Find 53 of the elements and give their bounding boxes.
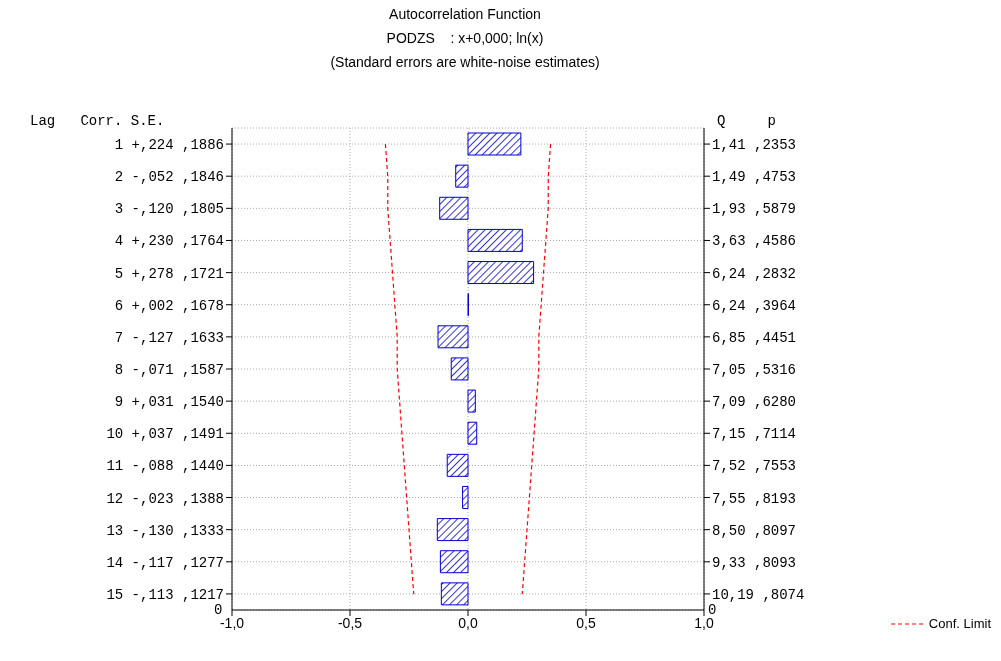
bar <box>440 582 469 606</box>
y2-tick-label: 9,33 ,8093 <box>712 554 797 571</box>
y2-tick-label: 6,24 ,3964 <box>712 297 797 314</box>
bar <box>467 389 476 413</box>
y-tick-label: 8 -,071 ,1587 <box>114 361 224 378</box>
y-tick-label: 13 -,130 ,1333 <box>106 522 224 539</box>
y-tick-label: 9 +,031 ,1540 <box>114 394 224 411</box>
bar <box>467 421 478 445</box>
y2-tick-label: 7,52 ,7553 <box>712 458 797 475</box>
y2-tick-label: 7,05 ,5316 <box>712 361 797 378</box>
y2-tick-label: 7,09 ,6280 <box>712 394 797 411</box>
y2-tick-label: 6,85 ,4451 <box>712 329 797 346</box>
y-tick-label: 10 +,037 ,1491 <box>106 426 224 443</box>
y-tick-label: 5 +,278 ,1721 <box>114 265 224 282</box>
chart-title: Autocorrelation Function <box>388 6 542 22</box>
y2-tick-label: 8,50 ,8097 <box>712 522 797 539</box>
x-tick-label: -0,5 <box>337 614 363 631</box>
chart-subtitle: PODZS : x+0,000; ln(x) <box>385 30 545 46</box>
y-tick-label: 3 -,120 ,1805 <box>114 201 224 218</box>
y2-tick-label: 3,63 ,4586 <box>712 233 797 250</box>
bar <box>437 325 469 349</box>
y2-tick-label: 1,93 ,5879 <box>712 201 797 218</box>
y2-tick-label: 6,24 ,2832 <box>712 265 797 282</box>
bar <box>436 518 469 542</box>
y2-tick-label: 1,49 ,4753 <box>712 169 797 186</box>
y-tick-label: 7 -,127 ,1633 <box>114 329 224 346</box>
bar <box>446 453 469 477</box>
x-tick-label: 0,5 <box>576 614 596 631</box>
text: Lag Corr. S.E. <box>30 113 165 129</box>
y-tick-label: 14 -,117 ,1277 <box>106 554 224 571</box>
y2-tick-label: 7,55 ,8193 <box>712 490 797 507</box>
y2-tick-label: 7,15 ,7114 <box>712 426 797 443</box>
bar <box>467 228 523 252</box>
bar <box>462 485 469 509</box>
y-tick-label: 2 -,052 ,1846 <box>114 169 224 186</box>
bar <box>467 261 535 285</box>
x-tick-label: 0,0 <box>458 614 478 631</box>
y-tick-label: 1 +,224 ,1886 <box>114 137 224 154</box>
y-tick-label: 6 +,002 ,1678 <box>114 297 224 314</box>
bar <box>467 132 522 156</box>
y2-tick-label: 1,41 ,2353 <box>712 137 797 154</box>
y-tick-label: 11 -,088 ,1440 <box>106 458 224 475</box>
y-tick-label: 15 -,113 ,1217 <box>106 586 224 603</box>
bar <box>439 196 469 220</box>
bar <box>450 357 469 381</box>
text: (Standard errors are white-noise estimates) <box>329 54 601 70</box>
y-tick-label: 12 -,023 ,1388 <box>106 490 224 507</box>
legend-label: Conf. Limit <box>928 616 991 631</box>
y2-tick-label: 10,19 ,8074 <box>712 586 805 603</box>
y-tick-label: 4 +,230 ,1764 <box>114 233 224 250</box>
text: Q p <box>717 113 776 129</box>
bar <box>439 550 469 574</box>
bar <box>455 164 469 188</box>
